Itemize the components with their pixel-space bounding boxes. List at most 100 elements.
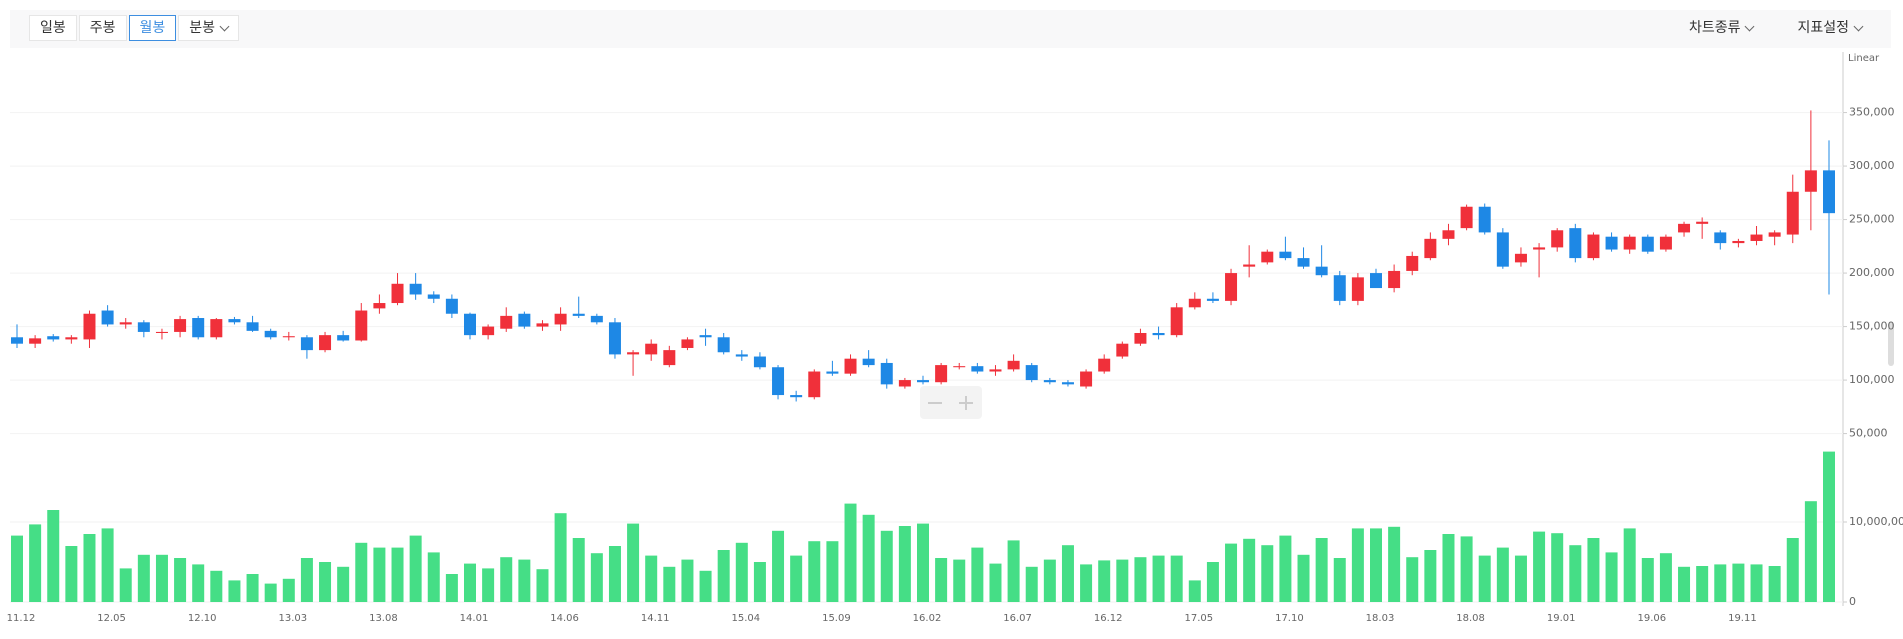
volume-bar [1804,501,1817,602]
x-tick-label: 14.11 [641,613,670,624]
zoom-control[interactable] [920,386,982,419]
volume-bar [1587,538,1600,602]
candle-body [1025,365,1038,381]
y-tick-label: 50,000 [1849,427,1888,440]
volume-bar [83,534,96,602]
toolbar-button[interactable]: 월봉 [128,15,177,41]
candle-body [1623,236,1636,250]
volume-bar [319,562,332,602]
candle-body [1315,266,1328,276]
candle-body [518,313,531,327]
candle-body [65,337,78,340]
volume-bar [337,566,350,602]
volume-bar [862,514,875,602]
volume-bar [735,542,748,602]
candle-body [735,354,748,357]
candle-body [898,380,911,387]
volume-bar [47,510,60,602]
volume-bar [1659,553,1672,602]
y-tick-label: 150,000 [1849,320,1895,333]
candle-body [1696,221,1709,224]
volume-bar [645,555,658,602]
volume-bar [1514,555,1527,602]
y-tick-label: 300,000 [1849,159,1895,172]
volume-bar [29,524,42,602]
volume-bar [1351,528,1364,602]
volume-bar [1406,557,1419,602]
volume-bar [1152,555,1165,602]
candle-body [1442,230,1455,239]
candle-body [717,337,730,353]
candle-body [174,319,187,332]
toolbar-button[interactable]: 일봉 [29,15,77,41]
candle-body [11,337,23,344]
x-tick-label: 19.11 [1728,613,1757,624]
volume-bar [1714,564,1727,602]
candle-body [1297,258,1310,267]
volume-bar [445,574,458,602]
toolbar-button[interactable]: 분봉 [178,15,240,41]
volume-bar [1823,451,1835,602]
candle-body [1533,247,1546,250]
candle-body [391,283,404,304]
toolbar-button[interactable]: 차트종류 [1678,15,1765,41]
x-tick-label: 14.01 [460,613,489,624]
candle-body [83,313,96,340]
candle-body [1261,251,1274,263]
toolbar-button[interactable]: 주봉 [78,15,127,41]
volume-bar [482,568,495,602]
y-tick-label: 250,000 [1849,213,1895,226]
volume-bar [210,570,223,602]
volume-bar [753,562,766,602]
candle-body [1243,264,1256,267]
candle-body [862,358,875,366]
volume-bar [1134,557,1147,602]
candle-body [1804,170,1817,192]
volume-bar [880,530,893,602]
candle-body [1007,360,1020,370]
volume-bar [192,564,205,602]
candle-body [844,358,857,374]
toolbar-button[interactable]: 지표설정 [1786,15,1873,41]
candle-body [1170,307,1183,336]
zoom-box [920,386,982,419]
candle-body [1587,234,1600,259]
candle-body [1116,343,1129,357]
volume-bar [1569,545,1582,602]
candle-body [282,336,295,338]
volume-bar [427,552,440,602]
candle-body [29,338,42,344]
candle-body [608,322,621,355]
volume-bar [1279,535,1292,602]
candle-body [1714,232,1727,244]
volume-bar [717,550,730,602]
candle-body [373,303,386,309]
volume-bar [282,578,295,602]
candle-body [1460,206,1473,229]
candle-body [1043,380,1056,383]
volume-bar [1206,562,1219,602]
candle-body [445,298,458,314]
candle-body [554,313,567,325]
candle-body [772,367,785,396]
volume-bar [1098,560,1111,602]
volume-bar [101,528,114,602]
volume-bar [1080,564,1093,602]
volume-bar [1315,538,1328,602]
candle-body [1641,236,1654,252]
volume-bar [590,553,603,602]
volume-bar [989,563,1002,602]
candle-body [1551,230,1564,248]
candle-body [1206,298,1219,301]
scale-label: Linear [1848,53,1880,64]
volume-bar [228,580,241,602]
volume-bar [1388,526,1401,602]
y-tick-label: 350,000 [1849,106,1895,119]
volume-bar [917,523,929,602]
button-label: 일봉 [40,20,66,36]
y-tick-label: 0 [1849,595,1856,608]
candle-body [1496,232,1509,267]
candle-body [663,350,676,366]
